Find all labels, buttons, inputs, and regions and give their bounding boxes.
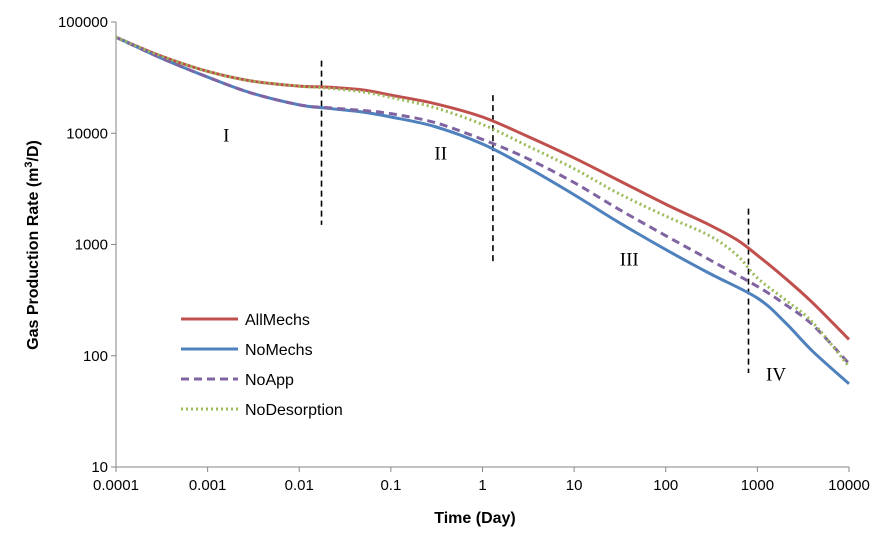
legend-label-nomechs: NoMechs: [245, 342, 313, 359]
x-tick-label: 100: [653, 477, 678, 494]
phase-boundaries: [320, 60, 750, 373]
y-axis-title-tail: /D): [25, 140, 42, 161]
region-label-iii: III: [620, 249, 639, 270]
x-tick-label: 1: [478, 477, 486, 494]
x-axis-title: Time (Day): [434, 510, 516, 527]
series-line-nodesorption: [115, 35, 851, 368]
legend-label-nodesorption: NoDesorption: [245, 402, 343, 419]
legend-label-noapp: NoApp: [245, 372, 294, 389]
region-label-iv: IV: [766, 364, 786, 385]
x-tick-label: 10: [566, 477, 583, 494]
x-tick-label: 10000: [828, 477, 870, 494]
legend-label-allmechs: AllMechs: [245, 312, 310, 329]
x-tick-label: 0.01: [285, 477, 314, 494]
y-tick-label: 10: [91, 459, 108, 476]
legend: AllMechs NoMechs NoApp NoDesorption: [181, 312, 343, 419]
y-tick-label: 100: [83, 348, 108, 365]
y-axis-title-superscript: 3: [23, 161, 35, 167]
y-tick-label: 100000: [58, 14, 108, 31]
y-tick-label: 1000: [75, 237, 108, 254]
x-tick-label: 0.0001: [93, 477, 139, 494]
axes: [115, 22, 849, 468]
series-lines: [115, 35, 851, 385]
x-tick-label: 1000: [741, 477, 774, 494]
x-tick-label: 0.1: [380, 477, 401, 494]
y-axis-title-main: Gas Production Rate (m: [25, 168, 42, 350]
series-line-noapp: [115, 35, 851, 365]
axis-ticks: 10 100 1000 10000 100000 0.0001 0.001 0.01 0.1 1 1…: [58, 14, 870, 494]
y-axis-title: Gas Production Rate (m3/D): [23, 140, 42, 350]
region-label-i: I: [223, 126, 229, 147]
y-tick-label: 10000: [66, 125, 108, 142]
region-label-ii: II: [434, 144, 447, 165]
x-tick-label: 0.001: [189, 477, 227, 494]
series-line-nomechs: [115, 35, 850, 385]
